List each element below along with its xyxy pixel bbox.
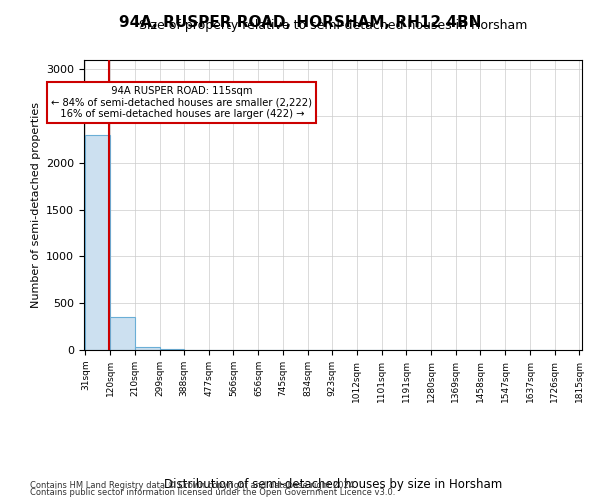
Title: Size of property relative to semi-detached houses in Horsham: Size of property relative to semi-detach… <box>139 20 527 32</box>
Bar <box>110 318 135 350</box>
Bar <box>85 135 110 350</box>
Y-axis label: Number of semi-detached properties: Number of semi-detached properties <box>31 102 41 308</box>
Text: Contains public sector information licensed under the Open Government Licence v3: Contains public sector information licen… <box>30 488 395 497</box>
Text: Contains HM Land Registry data © Crown copyright and database right 2024.: Contains HM Land Registry data © Crown c… <box>30 480 356 490</box>
Bar <box>160 349 184 350</box>
Text: 94A RUSPER ROAD: 115sqm  
← 84% of semi-detached houses are smaller (2,222)
  16: 94A RUSPER ROAD: 115sqm ← 84% of semi-de… <box>52 86 313 120</box>
Bar <box>135 347 160 350</box>
Text: 94A, RUSPER ROAD, HORSHAM, RH12 4BN: 94A, RUSPER ROAD, HORSHAM, RH12 4BN <box>119 15 481 30</box>
X-axis label: Distribution of semi-detached houses by size in Horsham: Distribution of semi-detached houses by … <box>164 478 502 491</box>
